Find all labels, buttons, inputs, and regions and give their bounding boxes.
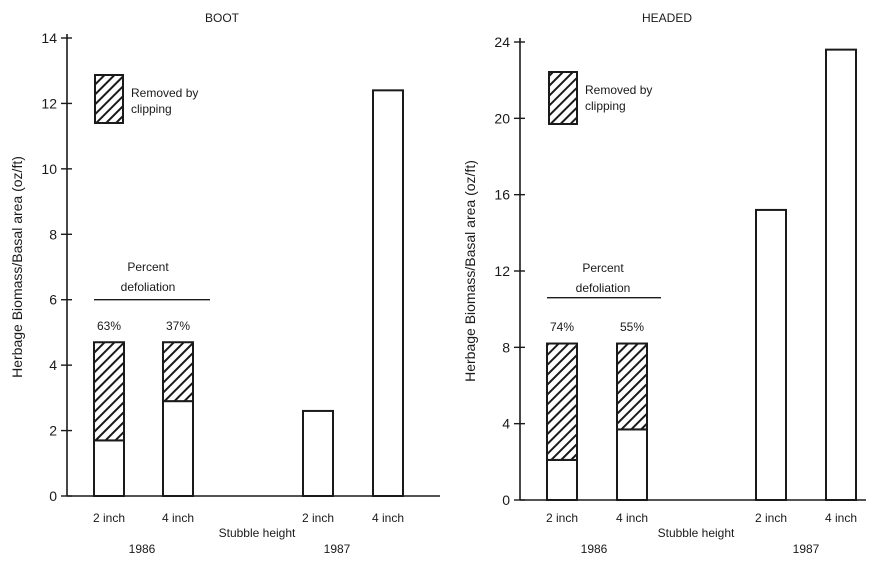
x-tick-label: 2 inch — [755, 511, 787, 525]
bar-removed-segment — [93, 341, 125, 442]
y-tick-label: 16 — [494, 187, 510, 203]
x-tick-label: 4 inch — [825, 511, 857, 525]
bar-remaining — [755, 208, 787, 502]
legend-label: Removed by — [131, 86, 198, 100]
y-tick-label: 0 — [502, 492, 510, 508]
y-tick-label: 2 — [49, 423, 57, 439]
bar-remaining — [616, 428, 648, 501]
defoliation-label: Percent — [582, 261, 624, 275]
group-label: 1987 — [793, 542, 820, 556]
defoliation-value: 63% — [97, 319, 121, 333]
bar-removed-segment — [546, 342, 578, 461]
defoliation-value: 37% — [166, 319, 190, 333]
defoliation-label: defoliation — [121, 280, 176, 294]
y-tick-label: 6 — [49, 292, 57, 308]
x-tick-label: 2 inch — [93, 511, 125, 525]
bar-removed-segment — [616, 342, 648, 431]
bar-remaining — [546, 458, 578, 501]
defoliation-label: Percent — [127, 260, 169, 274]
x-tick-label: 4 inch — [616, 511, 648, 525]
y-tick-label: 8 — [502, 339, 510, 355]
chart-panel-2: HEADED 0 4 8 12 16 20 24 Herbage Biomass/Basal a… — [462, 11, 866, 556]
defoliation-value: 55% — [620, 320, 644, 334]
bar-remaining — [93, 439, 125, 497]
y-tick-label: 0 — [49, 488, 57, 504]
group-label: 1986 — [581, 542, 608, 556]
bar-remaining — [302, 409, 334, 498]
y-tick-label: 4 — [502, 416, 510, 432]
x-tick-label: 2 inch — [546, 511, 578, 525]
legend-label: clipping — [131, 102, 172, 116]
x-axis-label: Stubble height — [219, 526, 296, 540]
chart-title: BOOT — [205, 11, 240, 25]
x-tick-label: 4 inch — [162, 511, 194, 525]
y-axis-label: Herbage Biomass/Basal area (oz/ft) — [9, 156, 25, 378]
y-tick-label: 20 — [494, 110, 510, 126]
bar-removed-segment — [162, 341, 194, 403]
bar-remaining — [825, 48, 857, 502]
x-axis-label: Stubble height — [658, 526, 735, 540]
defoliation-value: 74% — [550, 320, 574, 334]
legend-label: Removed by — [585, 83, 652, 97]
y-tick-label: 8 — [49, 226, 57, 242]
y-tick-label: 14 — [41, 30, 57, 46]
chart-panel-1: BOOT 0 2 4 6 8 10 12 14 Herbage Biomass/Basal are… — [9, 11, 440, 556]
x-tick-label: 2 inch — [302, 511, 334, 525]
x-tick-label: 4 inch — [372, 511, 404, 525]
y-axis-label: Herbage Biomass/Basal area (oz/ft) — [462, 160, 478, 382]
group-label: 1987 — [324, 542, 351, 556]
y-tick-label: 12 — [494, 263, 510, 279]
defoliation-label: defoliation — [576, 281, 631, 295]
bar-remaining — [162, 400, 194, 497]
legend-label: clipping — [585, 99, 626, 113]
y-tick-label: 4 — [49, 357, 57, 373]
y-tick-label: 24 — [494, 34, 510, 50]
y-tick-label: 12 — [41, 95, 57, 111]
bar-remaining — [372, 89, 404, 497]
legend-swatch — [548, 71, 578, 125]
y-tick-label: 10 — [41, 161, 57, 177]
chart-title: HEADED — [642, 11, 692, 25]
legend-swatch — [94, 74, 124, 124]
group-label: 1986 — [129, 542, 156, 556]
